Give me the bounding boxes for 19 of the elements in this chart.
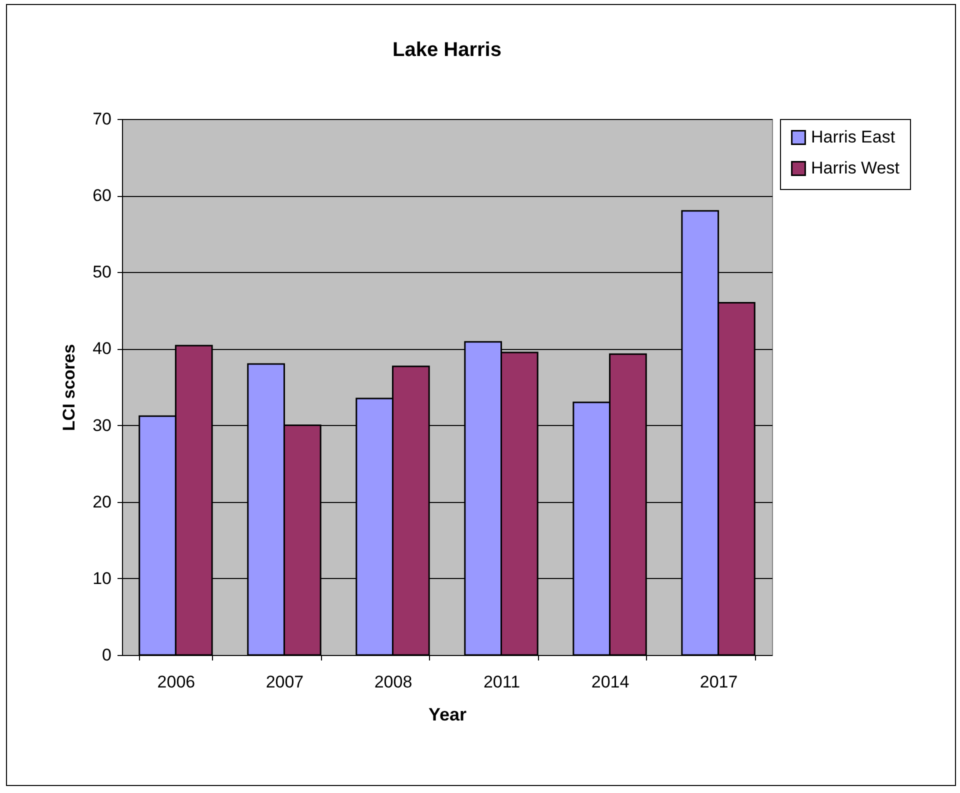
x-tick-label: 2011 bbox=[483, 672, 520, 692]
y-tick-label: 50 bbox=[92, 262, 112, 282]
y-axis-title: LCI scores bbox=[60, 344, 79, 431]
y-tick-label: 60 bbox=[92, 186, 112, 206]
legend-label: Harris East bbox=[811, 128, 896, 146]
y-tick-label: 30 bbox=[92, 416, 112, 435]
x-axis-title: Year bbox=[428, 704, 467, 724]
x-tick-label: 2006 bbox=[157, 672, 196, 692]
x-tick-label: 2007 bbox=[266, 672, 304, 692]
x-tick-label: 2008 bbox=[374, 672, 412, 692]
legend-label: Harris West bbox=[811, 158, 900, 178]
y-tick-label: 40 bbox=[92, 339, 112, 358]
x-tick-label: 2017 bbox=[700, 672, 738, 692]
y-tick-label: 20 bbox=[92, 492, 112, 512]
chart-title: Lake Harris bbox=[392, 39, 502, 61]
y-tick-label: 10 bbox=[92, 568, 112, 588]
y-tick-label: 70 bbox=[92, 110, 112, 128]
y-tick-label: 0 bbox=[102, 646, 112, 664]
x-tick-label: 2014 bbox=[591, 672, 630, 692]
